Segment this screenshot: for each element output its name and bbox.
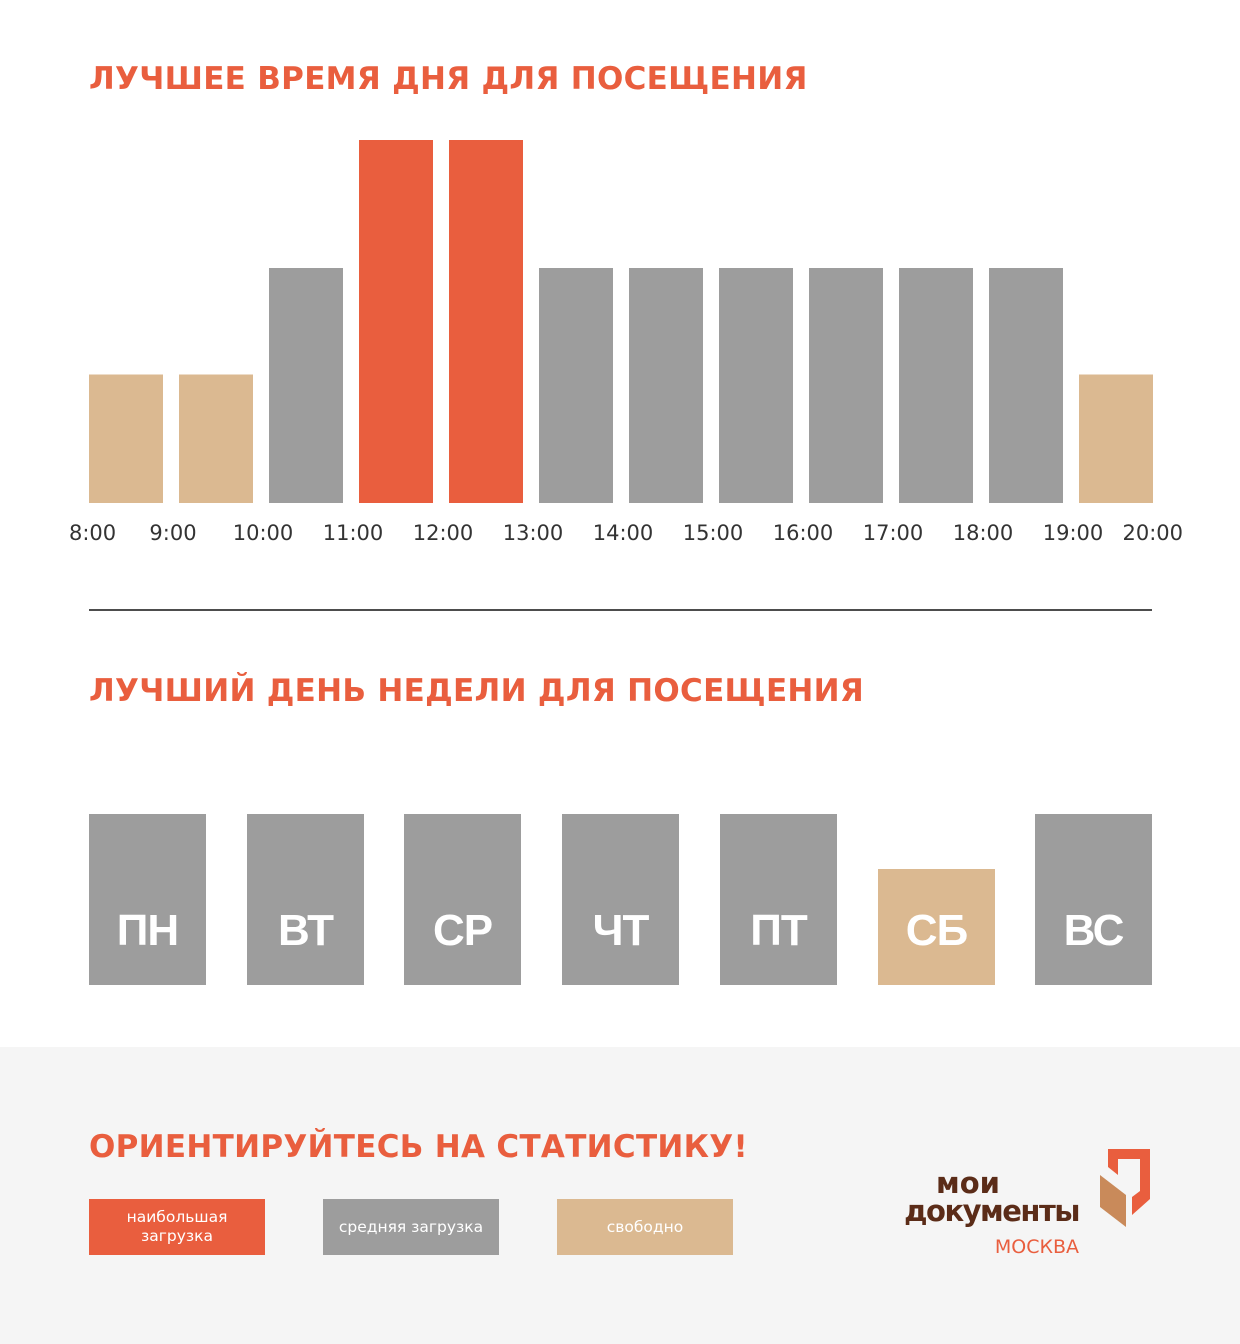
weekly-chart-title: ЛУЧШИЙ ДЕНЬ НЕДЕЛИ ДЛЯ ПОСЕЩЕНИЯ [89, 673, 865, 709]
hour-bar-3 [359, 140, 433, 503]
legend-busiest-label: наибольшая загрузка [126, 1208, 228, 1245]
hour-tick-label: 11:00 [323, 521, 384, 545]
hour-tick-label: 13:00 [503, 521, 564, 545]
hour-tick-label: 12:00 [413, 521, 474, 545]
legend-free: свободно [557, 1199, 733, 1255]
day-bar-4: ПТ [720, 814, 837, 985]
day-bar-1: ВТ [247, 814, 364, 985]
section-divider [89, 609, 1152, 611]
hour-tick-label: 15:00 [683, 521, 744, 545]
hour-bar-2 [269, 268, 343, 503]
document-logo-icon [1100, 1149, 1150, 1227]
hour-bar-0 [89, 374, 163, 503]
day-bar-6: ВС [1035, 814, 1152, 985]
hour-tick-label: 17:00 [863, 521, 924, 545]
hour-tick-label: 19:00 [1043, 521, 1104, 545]
hour-bar-1 [179, 374, 253, 503]
day-bar-5: СБ [878, 869, 995, 985]
day-label: ПТ [750, 906, 808, 955]
day-bar-3: ЧТ [562, 814, 679, 985]
hour-tick-label: 20:00 [1122, 521, 1183, 545]
hour-tick-label: 18:00 [953, 521, 1014, 545]
hour-bar-9 [899, 268, 973, 503]
day-bar-0: ПН [89, 814, 206, 985]
day-label: ЧТ [592, 906, 650, 955]
legend-busiest: наибольшая загрузка [89, 1199, 265, 1255]
logo-text-line1: МОИ [936, 1166, 1000, 1200]
hour-tick-label: 8:00 [69, 521, 116, 545]
hour-tick-label: 10:00 [233, 521, 294, 545]
hourly-chart-title: ЛУЧШЕЕ ВРЕМЯ ДНЯ ДЛЯ ПОСЕЩЕНИЯ [89, 61, 808, 97]
footer-heading: ОРИЕНТИРУЙТЕСЬ НА СТАТИСТИКУ! [89, 1129, 748, 1165]
logo-text-line2: ДОКУМЕНТЫ [904, 1194, 1080, 1228]
moi-dokumenty-logo: МОИ ДОКУМЕНТЫ МОСКВА [870, 1145, 1160, 1275]
day-label: ВТ [278, 906, 334, 955]
hour-bar-8 [809, 268, 883, 503]
hour-bar-5 [539, 268, 613, 503]
footer-panel: ОРИЕНТИРУЙТЕСЬ НА СТАТИСТИКУ! наибольшая… [0, 1047, 1240, 1344]
logo-city: МОСКВА [994, 1236, 1079, 1258]
legend-free-label: свободно [606, 1217, 684, 1236]
hour-bar-4 [449, 140, 523, 503]
hour-tick-label: 16:00 [773, 521, 834, 545]
hourly-chart: 8:00 9:00 10:00 11:00 12:00 13:00 14:00 15:00 16… [69, 140, 1183, 545]
day-label: ПН [116, 906, 179, 955]
hour-bar-6 [629, 268, 703, 503]
hour-bar-7 [719, 268, 793, 503]
legend-average-label: средняя загрузка [338, 1217, 484, 1236]
day-label: СР [432, 906, 493, 955]
hour-tick-label: 9:00 [149, 521, 196, 545]
hour-bar-11 [1079, 374, 1153, 503]
day-label: СБ [905, 906, 968, 955]
hour-bar-10 [989, 268, 1063, 503]
day-label: ВС [1063, 906, 1125, 955]
day-bar-2: СР [404, 814, 521, 985]
legend-average: средняя загрузка [323, 1199, 499, 1255]
hour-tick-label: 14:00 [593, 521, 654, 545]
